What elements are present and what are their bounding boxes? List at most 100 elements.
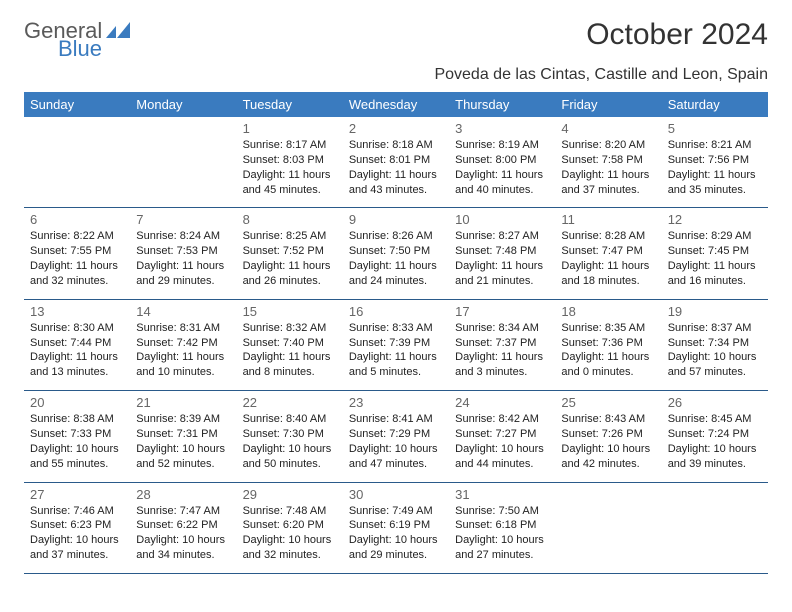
sunset-line: Sunset: 7:34 PM — [668, 336, 762, 351]
calendar-cell — [555, 482, 661, 573]
sunrise-line: Sunrise: 7:50 AM — [455, 504, 549, 519]
day-header: Monday — [130, 92, 236, 117]
day-number: 7 — [136, 212, 230, 227]
sunrise-line: Sunrise: 7:49 AM — [349, 504, 443, 519]
sunset-line: Sunset: 6:20 PM — [243, 518, 337, 533]
day-number: 22 — [243, 395, 337, 410]
sunset-line: Sunset: 7:30 PM — [243, 427, 337, 442]
calendar-cell: 8Sunrise: 8:25 AMSunset: 7:52 PMDaylight… — [237, 208, 343, 299]
day-number: 18 — [561, 304, 655, 319]
daylight-line: Daylight: 11 hours and 32 minutes. — [30, 259, 124, 289]
day-number: 17 — [455, 304, 549, 319]
calendar-cell: 18Sunrise: 8:35 AMSunset: 7:36 PMDayligh… — [555, 299, 661, 390]
sunrise-line: Sunrise: 8:43 AM — [561, 412, 655, 427]
daylight-line: Daylight: 10 hours and 39 minutes. — [668, 442, 762, 472]
daylight-line: Daylight: 10 hours and 57 minutes. — [668, 350, 762, 380]
daylight-line: Daylight: 11 hours and 24 minutes. — [349, 259, 443, 289]
daylight-line: Daylight: 10 hours and 50 minutes. — [243, 442, 337, 472]
sunset-line: Sunset: 7:45 PM — [668, 244, 762, 259]
sunrise-line: Sunrise: 8:30 AM — [30, 321, 124, 336]
day-number: 26 — [668, 395, 762, 410]
daylight-line: Daylight: 11 hours and 35 minutes. — [668, 168, 762, 198]
sunrise-line: Sunrise: 8:33 AM — [349, 321, 443, 336]
calendar-cell: 15Sunrise: 8:32 AMSunset: 7:40 PMDayligh… — [237, 299, 343, 390]
daylight-line: Daylight: 10 hours and 27 minutes. — [455, 533, 549, 563]
day-number: 14 — [136, 304, 230, 319]
sunrise-line: Sunrise: 8:25 AM — [243, 229, 337, 244]
calendar-cell: 12Sunrise: 8:29 AMSunset: 7:45 PMDayligh… — [662, 208, 768, 299]
calendar-cell: 14 Sunrise: 8:31 AMSunset: 7:42 PMDayligh… — [130, 299, 236, 390]
sunset-line: Sunset: 7:31 PM — [136, 427, 230, 442]
sunrise-line: Sunrise: 8:18 AM — [349, 138, 443, 153]
sunset-line: Sunset: 6:22 PM — [136, 518, 230, 533]
sunrise-line: Sunrise: 8:29 AM — [668, 229, 762, 244]
day-number: 23 — [349, 395, 443, 410]
daylight-line: Daylight: 11 hours and 40 minutes. — [455, 168, 549, 198]
sunset-line: Sunset: 8:03 PM — [243, 153, 337, 168]
sunset-line: Sunset: 7:52 PM — [243, 244, 337, 259]
day-number: 2 — [349, 121, 443, 136]
calendar-cell: 13Sunrise: 8:30 AMSunset: 7:44 PMDayligh… — [24, 299, 130, 390]
calendar-cell: 16Sunrise: 8:33 AMSunset: 7:39 PMDayligh… — [343, 299, 449, 390]
calendar-cell: 24Sunrise: 8:42 AMSunset: 7:27 PMDayligh… — [449, 391, 555, 482]
day-header: Saturday — [662, 92, 768, 117]
sunset-line: Sunset: 7:33 PM — [30, 427, 124, 442]
day-header: Thursday — [449, 92, 555, 117]
daylight-line: Daylight: 11 hours and 43 minutes. — [349, 168, 443, 198]
day-number: 12 — [668, 212, 762, 227]
sunset-line: Sunset: 6:19 PM — [349, 518, 443, 533]
calendar-cell: 5Sunrise: 8:21 AMSunset: 7:56 PMDaylight… — [662, 117, 768, 208]
day-number: 8 — [243, 212, 337, 227]
sunrise-line: Sunrise: 8:42 AM — [455, 412, 549, 427]
day-number: 10 — [455, 212, 549, 227]
daylight-line: Daylight: 11 hours and 10 minutes. — [136, 350, 230, 380]
calendar-cell: 17Sunrise: 8:34 AMSunset: 7:37 PMDayligh… — [449, 299, 555, 390]
calendar-table: Sunday Monday Tuesday Wednesday Thursday… — [24, 92, 768, 574]
calendar-cell: 30Sunrise: 7:49 AMSunset: 6:19 PMDayligh… — [343, 482, 449, 573]
daylight-line: Daylight: 10 hours and 42 minutes. — [561, 442, 655, 472]
sunset-line: Sunset: 7:56 PM — [668, 153, 762, 168]
calendar-cell: 29Sunrise: 7:48 AMSunset: 6:20 PMDayligh… — [237, 482, 343, 573]
daylight-line: Daylight: 10 hours and 44 minutes. — [455, 442, 549, 472]
day-number: 11 — [561, 212, 655, 227]
sunrise-line: Sunrise: 8:45 AM — [668, 412, 762, 427]
sunset-line: Sunset: 7:50 PM — [349, 244, 443, 259]
calendar-cell: 9Sunrise: 8:26 AMSunset: 7:50 PMDaylight… — [343, 208, 449, 299]
sunrise-line: Sunrise: 8:32 AM — [243, 321, 337, 336]
day-header: Sunday — [24, 92, 130, 117]
calendar-cell: 3Sunrise: 8:19 AMSunset: 8:00 PMDaylight… — [449, 117, 555, 208]
calendar-row: 27 Sunrise: 7:46 AMSunset: 6:23 PM Dayligh… — [24, 482, 768, 573]
day-number: 6 — [30, 212, 124, 227]
sunset-line: Sunset: 7:53 PM — [136, 244, 230, 259]
day-number: 1 — [243, 121, 337, 136]
day-number: 31 — [455, 487, 549, 502]
calendar-cell: 22Sunrise: 8:40 AMSunset: 7:30 PMDayligh… — [237, 391, 343, 482]
sunrise-line: Sunrise: 7:46 AM — [30, 504, 124, 519]
sunrise-line: Sunrise: 8:38 AM — [30, 412, 124, 427]
sunset-line: Sunset: 7:29 PM — [349, 427, 443, 442]
sunset-line: Sunset: 7:44 PM — [30, 336, 124, 351]
sunset-line: Sunset: 6:23 PM — [30, 518, 124, 533]
day-number: 3 — [455, 121, 549, 136]
daylight-line: Daylight: 10 hours and 52 minutes. — [136, 442, 230, 472]
daylight-line: Daylight: 11 hours and 45 minutes. — [243, 168, 337, 198]
sunset-line: Sunset: 7:55 PM — [30, 244, 124, 259]
sunrise-line: Sunrise: 8:19 AM — [455, 138, 549, 153]
calendar-cell: 4Sunrise: 8:20 AMSunset: 7:58 PMDaylight… — [555, 117, 661, 208]
day-number: 15 — [243, 304, 337, 319]
day-number: 29 — [243, 487, 337, 502]
day-number: 30 — [349, 487, 443, 502]
day-number: 27 — [30, 487, 124, 502]
sunrise-line: Sunrise: 8:17 AM — [243, 138, 337, 153]
calendar-cell — [130, 117, 236, 208]
calendar-row: 1Sunrise: 8:17 AMSunset: 8:03 PMDaylight… — [24, 117, 768, 208]
sunrise-line: Sunrise: 8:31 AM — [136, 321, 230, 336]
sunset-line: Sunset: 7:42 PM — [136, 336, 230, 351]
calendar-cell: 23Sunrise: 8:41 AMSunset: 7:29 PMDayligh… — [343, 391, 449, 482]
sunrise-line: Sunrise: 8:24 AM — [136, 229, 230, 244]
daylight-line: Daylight: 11 hours and 13 minutes. — [30, 350, 124, 380]
sunrise-line: Sunrise: 8:20 AM — [561, 138, 655, 153]
day-number: 20 — [30, 395, 124, 410]
day-header: Friday — [555, 92, 661, 117]
daylight-line: Daylight: 11 hours and 8 minutes. — [243, 350, 337, 380]
